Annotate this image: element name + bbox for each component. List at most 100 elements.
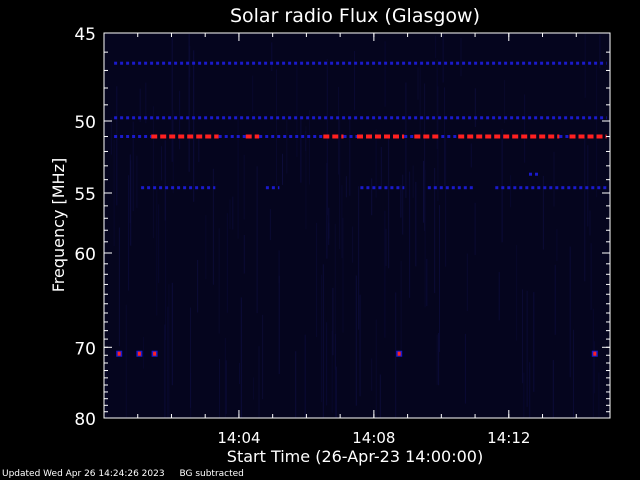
- band-mark: [445, 186, 449, 190]
- noise-streak: [424, 83, 426, 231]
- band-mark: [606, 61, 607, 65]
- band-mark: [245, 134, 252, 139]
- x-axis-label: Start Time (26-Apr-23 14:00:00): [227, 447, 483, 466]
- noise-streak: [466, 253, 468, 311]
- band-mark: [519, 186, 523, 190]
- band-mark: [295, 135, 299, 138]
- band-mark: [433, 186, 437, 190]
- band-mark: [414, 61, 418, 65]
- noise-streak: [444, 87, 445, 186]
- band-mark: [366, 116, 370, 120]
- band-mark: [246, 116, 250, 120]
- noise-streak: [143, 337, 144, 369]
- band-mark: [240, 61, 244, 65]
- noise-streak: [438, 333, 440, 386]
- band-mark: [456, 61, 460, 65]
- band-mark: [600, 61, 604, 65]
- band-mark: [559, 135, 563, 138]
- band-mark: [214, 134, 219, 139]
- band-mark: [138, 116, 142, 120]
- band-mark: [222, 61, 226, 65]
- band-mark: [582, 61, 586, 65]
- band-mark: [462, 61, 466, 65]
- noise-streak: [164, 140, 166, 221]
- band-mark: [342, 116, 346, 120]
- noise-streak: [529, 362, 531, 418]
- band-mark: [427, 186, 431, 190]
- noise-streak: [341, 185, 343, 259]
- noise-streak: [232, 196, 234, 230]
- band-mark: [476, 134, 483, 139]
- band-mark: [570, 116, 574, 120]
- noise-streak: [256, 166, 258, 314]
- band-mark: [498, 61, 502, 65]
- band-mark: [451, 186, 455, 190]
- noise-streak: [189, 45, 191, 78]
- band-mark: [546, 61, 550, 65]
- band-mark: [195, 186, 199, 190]
- band-mark: [300, 116, 304, 120]
- band-mark: [196, 134, 203, 139]
- band-mark: [378, 186, 382, 190]
- noise-streak: [278, 250, 280, 284]
- noise-streak: [322, 264, 324, 418]
- band-mark: [535, 172, 538, 176]
- band-mark: [420, 116, 424, 120]
- band-mark: [240, 116, 244, 120]
- band-mark: [132, 116, 136, 120]
- band-mark: [552, 61, 556, 65]
- noise-streak: [384, 210, 386, 338]
- band-mark: [510, 61, 514, 65]
- band-mark: [192, 116, 196, 120]
- band-mark: [603, 186, 607, 190]
- band-mark: [561, 186, 565, 190]
- band-mark: [198, 61, 202, 65]
- band-mark: [198, 116, 202, 120]
- noise-streak: [415, 181, 417, 267]
- band-mark: [230, 135, 234, 138]
- noise-streak: [104, 201, 106, 286]
- band-mark: [277, 186, 280, 190]
- y-tick-label: 55: [74, 185, 96, 205]
- band-mark: [366, 186, 370, 190]
- band-mark: [354, 61, 358, 65]
- band-mark: [252, 116, 256, 120]
- band-mark: [189, 186, 193, 190]
- burst-point: [397, 351, 401, 356]
- band-mark: [375, 134, 381, 139]
- band-mark: [569, 134, 576, 139]
- band-mark: [432, 116, 436, 120]
- band-mark: [357, 134, 363, 139]
- band-mark: [444, 61, 448, 65]
- noise-streak: [193, 50, 195, 202]
- band-mark: [138, 135, 142, 138]
- noise-streak: [584, 33, 586, 98]
- noise-streak: [510, 175, 512, 208]
- band-mark: [494, 134, 501, 139]
- band-mark: [463, 186, 467, 190]
- noise-streak: [552, 360, 554, 418]
- x-tick-label: 14:04: [217, 429, 260, 447]
- noise-streak: [190, 307, 191, 408]
- band-mark: [530, 134, 537, 139]
- noise-streak: [358, 186, 360, 330]
- band-mark: [205, 134, 212, 139]
- band-mark: [330, 116, 334, 120]
- band-mark: [414, 116, 418, 120]
- band-mark: [270, 116, 274, 120]
- y-tick-label: 60: [74, 245, 96, 265]
- burst-point: [117, 351, 121, 356]
- band-mark: [408, 61, 412, 65]
- band-mark: [423, 134, 430, 139]
- band-mark: [372, 116, 376, 120]
- noise-streak: [474, 88, 476, 127]
- noise-streak: [332, 287, 334, 356]
- noise-streak: [118, 227, 120, 347]
- band-mark: [126, 116, 130, 120]
- band-mark: [529, 172, 532, 176]
- band-mark: [504, 61, 508, 65]
- band-mark: [540, 61, 544, 65]
- band-mark: [306, 61, 310, 65]
- band-mark: [414, 134, 421, 139]
